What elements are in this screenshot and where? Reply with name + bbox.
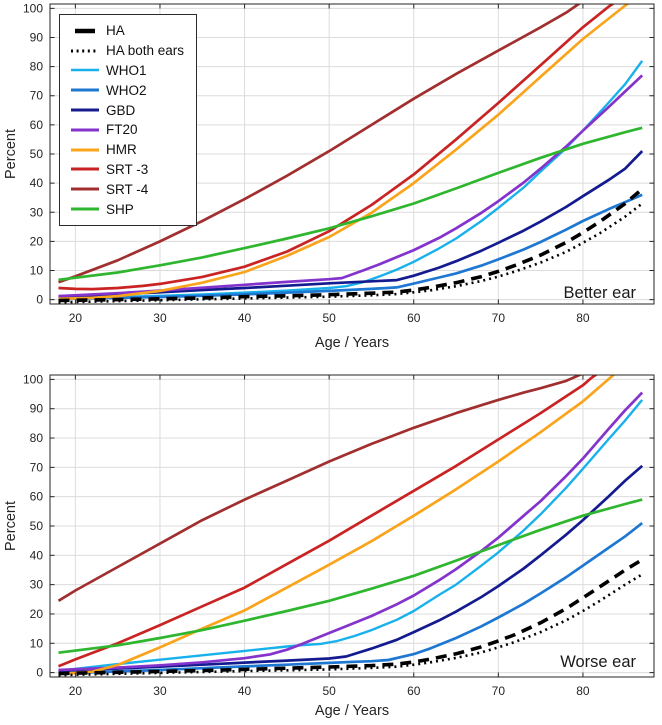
y-tick-label: 0 (36, 666, 43, 680)
series-line-gbd (58, 150, 644, 299)
y-tick-label: 60 (30, 118, 44, 132)
y-axis-label-better: Percent (3, 129, 19, 179)
series-line-srt-4 (57, 375, 583, 602)
y-tick-label: 90 (30, 402, 44, 416)
y-tick-label: 30 (30, 205, 44, 219)
series-line-hmr (58, 4, 630, 301)
y-tick-label: 40 (30, 176, 44, 190)
y-tick-label: 60 (30, 490, 44, 504)
legend-label: SRT -4 (106, 181, 149, 197)
legend-swatch-srt-3 (71, 167, 99, 171)
y-axis-label-worse: Percent (3, 501, 19, 551)
legend-label: FT20 (106, 122, 138, 138)
series-line-ha-both-ears (58, 202, 643, 304)
legend-label: GBD (106, 102, 136, 118)
legend-swatch-ha-both-ears (71, 49, 99, 53)
y-tick-label: 50 (30, 519, 44, 533)
y-tick-label: 100 (23, 372, 43, 386)
series-line-gbd (58, 464, 644, 673)
legend-item-ha: HA (69, 21, 184, 41)
legend-item-who1: WHO1 (69, 61, 184, 81)
x-tick-label: 30 (153, 684, 167, 698)
legend-item-ha-both-ears: HA both ears (69, 41, 184, 61)
series-line-srt-4 (58, 4, 582, 284)
legend: HA HA both ears WHO1 WHO2 GBD FT20 HMR SRT -3 SR… (59, 14, 198, 226)
legend-item-who2: WHO2 (69, 80, 184, 100)
legend-label: WHO2 (106, 82, 147, 98)
x-tick-label: 70 (492, 684, 506, 698)
y-tick-label: 10 (30, 264, 44, 278)
legend-label: SRT -3 (106, 161, 149, 177)
legend-item-srt-4: SRT -4 (69, 179, 184, 199)
legend-swatch-hmr (71, 148, 99, 152)
legend-swatch-ha (75, 28, 95, 34)
y-tick-label: 100 (23, 1, 43, 15)
x-tick-label: 60 (407, 311, 421, 325)
series-line-ft20 (58, 391, 644, 672)
x-tick-label: 60 (407, 684, 421, 698)
y-tick-label: 30 (30, 578, 44, 592)
series-line-ha (58, 187, 644, 303)
legend-label: SHP (106, 201, 134, 217)
legend-swatch-ft20 (71, 128, 99, 132)
legend-swatch-who2 (71, 88, 99, 92)
legend-item-shp: SHP (69, 199, 184, 219)
x-axis-label-better: Age / Years (315, 335, 389, 351)
legend-item-gbd: GBD (69, 100, 184, 120)
legend-label: HMR (106, 142, 137, 158)
y-tick-label: 20 (30, 234, 44, 248)
legend-swatch-gbd (71, 108, 99, 112)
y-tick-label: 10 (30, 636, 44, 650)
y-tick-label: 0 (36, 293, 43, 307)
x-tick-label: 40 (238, 684, 252, 698)
x-tick-label: 70 (492, 311, 506, 325)
legend-item-srt-3: SRT -3 (69, 160, 184, 180)
y-tick-label: 70 (30, 89, 44, 103)
legend-swatch-who1 (71, 69, 99, 72)
legend-item-ft20: FT20 (69, 120, 184, 140)
worse-ear-chart: 20 30 40 50 60 70 80 0 10 20 30 40 50 60 70 80 90 100 Per… (3, 372, 655, 719)
y-tick-label: 90 (30, 30, 44, 44)
series-line-hmr (58, 375, 616, 676)
series-line-srt-3 (58, 4, 615, 291)
series-line-shp (58, 498, 643, 655)
series-line-ft20 (58, 74, 644, 298)
legend-label: HA both ears (106, 43, 185, 59)
series-line-shp (58, 126, 643, 282)
y-tick-label: 70 (30, 460, 44, 474)
legend-swatch-srt-4 (71, 187, 99, 191)
x-axis-label-worse: Age / Years (315, 703, 389, 719)
x-tick-label: 20 (69, 311, 83, 325)
series-line-who2 (58, 193, 643, 301)
x-tick-label: 50 (322, 311, 336, 325)
x-tick-label: 80 (576, 684, 590, 698)
series-line-ha-both-ears (58, 573, 643, 677)
series-line-srt-3 (57, 375, 599, 668)
x-tick-label: 40 (238, 311, 252, 325)
legend-label: WHO1 (106, 62, 147, 78)
x-tick-label: 80 (576, 311, 590, 325)
y-tick-label: 80 (30, 60, 44, 74)
y-tick-label: 50 (30, 147, 44, 161)
legend-swatch-shp (71, 207, 99, 211)
y-tick-label: 80 (30, 431, 44, 445)
x-tick-label: 30 (153, 311, 167, 325)
legend-label: HA (106, 23, 125, 39)
x-tick-label: 50 (322, 684, 336, 698)
series-line-who1 (58, 399, 644, 673)
better-ear-annotation: Better ear (564, 284, 637, 302)
y-tick-label: 40 (30, 548, 44, 562)
series-line-who2 (58, 522, 644, 675)
worse-ear-annotation: Worse ear (560, 653, 636, 671)
x-tick-label: 20 (69, 684, 83, 698)
legend-item-hmr: HMR (69, 140, 184, 160)
y-tick-label: 20 (30, 607, 44, 621)
series-line-ha (58, 558, 644, 676)
